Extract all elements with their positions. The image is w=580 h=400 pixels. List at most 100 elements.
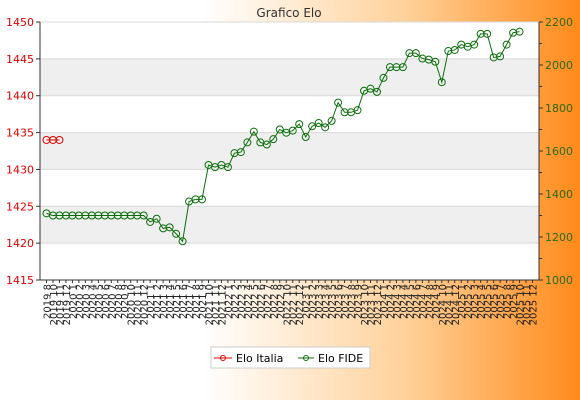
data-point-elo-fide — [431, 57, 440, 66]
x-tick-label: 2020 9 — [120, 284, 131, 319]
y-right-tick-label: 1400 — [545, 188, 573, 201]
y-right-tick-label: 1800 — [545, 102, 573, 115]
data-point-elo-fide — [113, 211, 122, 220]
x-tick-label: 2019 11 — [55, 284, 66, 325]
data-point-elo-fide — [139, 211, 148, 220]
y-right-tick-label: 1200 — [545, 231, 573, 244]
x-tick-label: 2022 8 — [269, 284, 280, 319]
x-tick-label: 2020 2 — [75, 284, 86, 319]
legend-marker-elo-italia — [220, 355, 226, 361]
data-point-elo-fide — [398, 63, 407, 72]
data-point-elo-fide — [379, 73, 388, 82]
data-point-elo-fide — [301, 133, 310, 142]
data-point-elo-fide — [74, 211, 83, 220]
data-point-elo-fide — [100, 211, 109, 220]
data-point-elo-fide — [327, 116, 336, 125]
data-point-elo-fide — [308, 122, 317, 131]
x-tick-label: 2021 9 — [198, 284, 209, 319]
data-point-elo-fide — [470, 40, 479, 49]
x-tick-label: 2024 3 — [392, 284, 403, 319]
data-point-elo-fide — [146, 217, 155, 226]
x-tick-label: 2021 7 — [185, 284, 196, 319]
data-point-elo-fide — [243, 138, 252, 147]
data-point-elo-fide — [178, 237, 187, 246]
data-point-elo-italia — [42, 135, 51, 144]
data-point-elo-fide — [366, 84, 375, 93]
x-tick-label: 2024 11 — [444, 284, 455, 325]
x-tick-label: 2024 8 — [425, 284, 436, 319]
x-tick-label: 2022 10 — [282, 284, 293, 325]
data-point-elo-fide — [94, 211, 103, 220]
y-right-tick-label: 1600 — [545, 145, 573, 158]
x-tick-label: 2021 12 — [217, 284, 228, 325]
data-point-elo-italia — [48, 135, 57, 144]
x-tick-label: 2023 2 — [308, 284, 319, 319]
data-point-elo-fide — [314, 119, 323, 128]
x-tick-label: 2023 9 — [354, 284, 365, 319]
data-point-elo-fide — [236, 148, 245, 157]
legend-box — [210, 346, 371, 369]
data-point-elo-fide — [48, 211, 57, 220]
data-point-elo-fide — [392, 63, 401, 72]
x-tick-label: 2024 7 — [418, 284, 429, 319]
x-tick-label: 2024 12 — [451, 284, 462, 325]
x-tick-label: 2024 10 — [438, 284, 449, 325]
data-point-elo-fide — [172, 229, 181, 238]
data-point-elo-fide — [81, 211, 90, 220]
x-tick-label: 2025 11 — [522, 284, 533, 325]
x-tick-label: 2023 5 — [328, 284, 339, 319]
y-left-tick-label: 1415 — [6, 274, 34, 287]
x-tick-label: 2020 1 — [68, 284, 79, 319]
data-point-elo-fide — [515, 27, 524, 36]
x-tick-label: 2024 9 — [431, 284, 442, 319]
x-tick-label: 2022 9 — [276, 284, 287, 319]
x-tick-label: 2022 7 — [263, 284, 274, 319]
x-tick-label: 2019 10 — [49, 284, 60, 325]
x-tick-label: 2025 5 — [483, 284, 494, 319]
data-point-elo-fide — [87, 211, 96, 220]
y-left-tick-label: 1440 — [6, 90, 34, 103]
x-tick-label: 2025 9 — [509, 284, 520, 319]
grid-band — [40, 132, 539, 170]
x-tick-label: 2020 6 — [101, 284, 112, 319]
y-right-tick-label: 2200 — [545, 16, 573, 29]
x-tick-label: 2023 4 — [321, 284, 332, 319]
x-tick-label: 2021 5 — [172, 284, 183, 319]
y-right-tick-label: 1000 — [545, 274, 573, 287]
data-point-elo-fide — [120, 211, 129, 220]
legend-label-elo-italia: Elo Italia — [236, 352, 283, 365]
x-tick-label: 2019 8 — [42, 284, 53, 319]
grid-band — [40, 206, 539, 244]
x-tick-label: 2025 7 — [496, 284, 507, 319]
x-tick-label: 2022 1 — [224, 284, 235, 319]
data-point-elo-fide — [372, 87, 381, 96]
x-tick-label: 2025 1 — [457, 284, 468, 319]
x-tick-label: 2020 5 — [94, 284, 105, 319]
grid-band — [40, 58, 539, 96]
data-point-elo-fide — [61, 211, 70, 220]
x-tick-label: 2024 6 — [412, 284, 423, 319]
y-left-tick-label: 1420 — [6, 237, 34, 250]
x-tick-label: 2025 8 — [503, 284, 514, 319]
x-tick-label: 2022 4 — [243, 284, 254, 319]
data-point-elo-fide — [405, 49, 414, 58]
x-tick-label: 2022 5 — [250, 284, 261, 319]
x-tick-label: 2023 11 — [367, 284, 378, 325]
plot-area: 1415 1420 1425 1430 1435 1440 1445 1450 1000 1200… — [6, 16, 573, 325]
data-point-elo-fide — [496, 52, 505, 61]
x-tick-label: 2025 10 — [516, 284, 527, 325]
x-tick-label: 2023 1 — [302, 284, 313, 319]
x-tick-label: 2023 10 — [360, 284, 371, 325]
y-left-tick-label: 1445 — [6, 53, 34, 66]
x-tick-label: 2021 10 — [204, 284, 215, 325]
x-tick-label: 2020 3 — [81, 284, 92, 319]
data-point-elo-fide — [450, 45, 459, 54]
x-tick-label: 2024 1 — [379, 284, 390, 319]
y-left-tick-label: 1425 — [6, 200, 34, 213]
data-point-elo-fide — [295, 120, 304, 129]
x-tick-label: 2022 12 — [295, 284, 306, 325]
data-point-elo-fide — [476, 29, 485, 38]
x-tick-label: 2020 4 — [88, 284, 99, 319]
x-tick-label: 2022 3 — [237, 284, 248, 319]
x-tick-label: 2022 11 — [289, 284, 300, 325]
